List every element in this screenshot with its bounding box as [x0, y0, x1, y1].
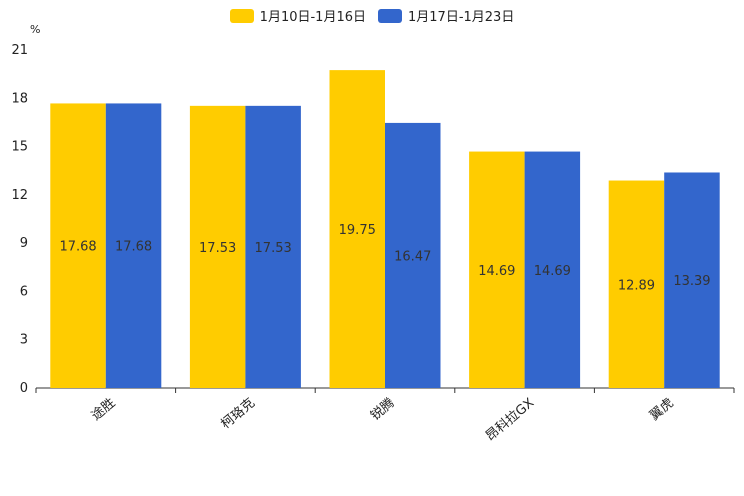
legend-swatch-series-2	[378, 8, 402, 23]
bar-value-label: 17.53	[199, 241, 236, 256]
y-tick-label: 9	[20, 236, 28, 251]
bar-1[interactable]	[469, 151, 525, 388]
y-tick-label: 12	[11, 188, 28, 203]
y-tick-label: 15	[11, 140, 28, 155]
bar-value-label: 13.39	[673, 274, 710, 289]
y-tick-label: 18	[11, 91, 28, 106]
x-category-label: 途胜	[88, 395, 118, 424]
bar-value-label: 17.68	[59, 240, 96, 255]
bar-value-label: 16.47	[394, 249, 431, 264]
bar-value-label: 12.89	[618, 278, 655, 293]
data-labels: 17.68 17.68 17.53 17.53 19.75 16.47 14.69 14.69…	[59, 223, 710, 293]
bar-2[interactable]	[105, 103, 162, 388]
bar-value-label: 19.75	[339, 223, 376, 238]
legend-item-series-2[interactable]: 1月17日-1月23日	[378, 6, 514, 25]
bar-2[interactable]	[524, 151, 581, 388]
y-tick-label: 0	[20, 381, 28, 396]
bar-1[interactable]	[329, 70, 386, 388]
bar-value-label: 17.53	[255, 241, 292, 256]
bar-1[interactable]	[608, 180, 665, 388]
legend-item-series-1[interactable]: 1月10日-1月16日	[229, 6, 366, 25]
y-tick-label: 21	[11, 43, 28, 58]
bar-2[interactable]	[245, 105, 301, 389]
x-category-label: 锐腾	[367, 395, 397, 424]
bar-value-label: 14.69	[534, 264, 571, 279]
bar-value-label: 14.69	[478, 264, 515, 279]
x-category-label: 昂科拉GX	[483, 396, 537, 445]
legend-label-series-1: 1月10日-1月16日	[259, 10, 366, 25]
bars	[50, 70, 720, 389]
bar-value-label: 17.68	[115, 240, 152, 255]
x-category-label: 柯珞克	[218, 396, 258, 433]
x-category-label: 翼虎	[647, 396, 677, 424]
y-tick-label: 6	[20, 284, 28, 299]
bar-2[interactable]	[664, 172, 720, 388]
bar-1[interactable]	[50, 103, 106, 388]
legend: 1月10日-1月16日 1月17日-1月23日	[0, 6, 744, 25]
legend-swatch-series-1	[229, 8, 254, 23]
bar-2[interactable]	[385, 122, 441, 388]
legend-label-series-2: 1月17日-1月23日	[408, 10, 515, 25]
bar-1[interactable]	[189, 105, 246, 389]
y-tick-label: 3	[20, 333, 28, 348]
y-axis-unit-label: %	[30, 23, 40, 36]
